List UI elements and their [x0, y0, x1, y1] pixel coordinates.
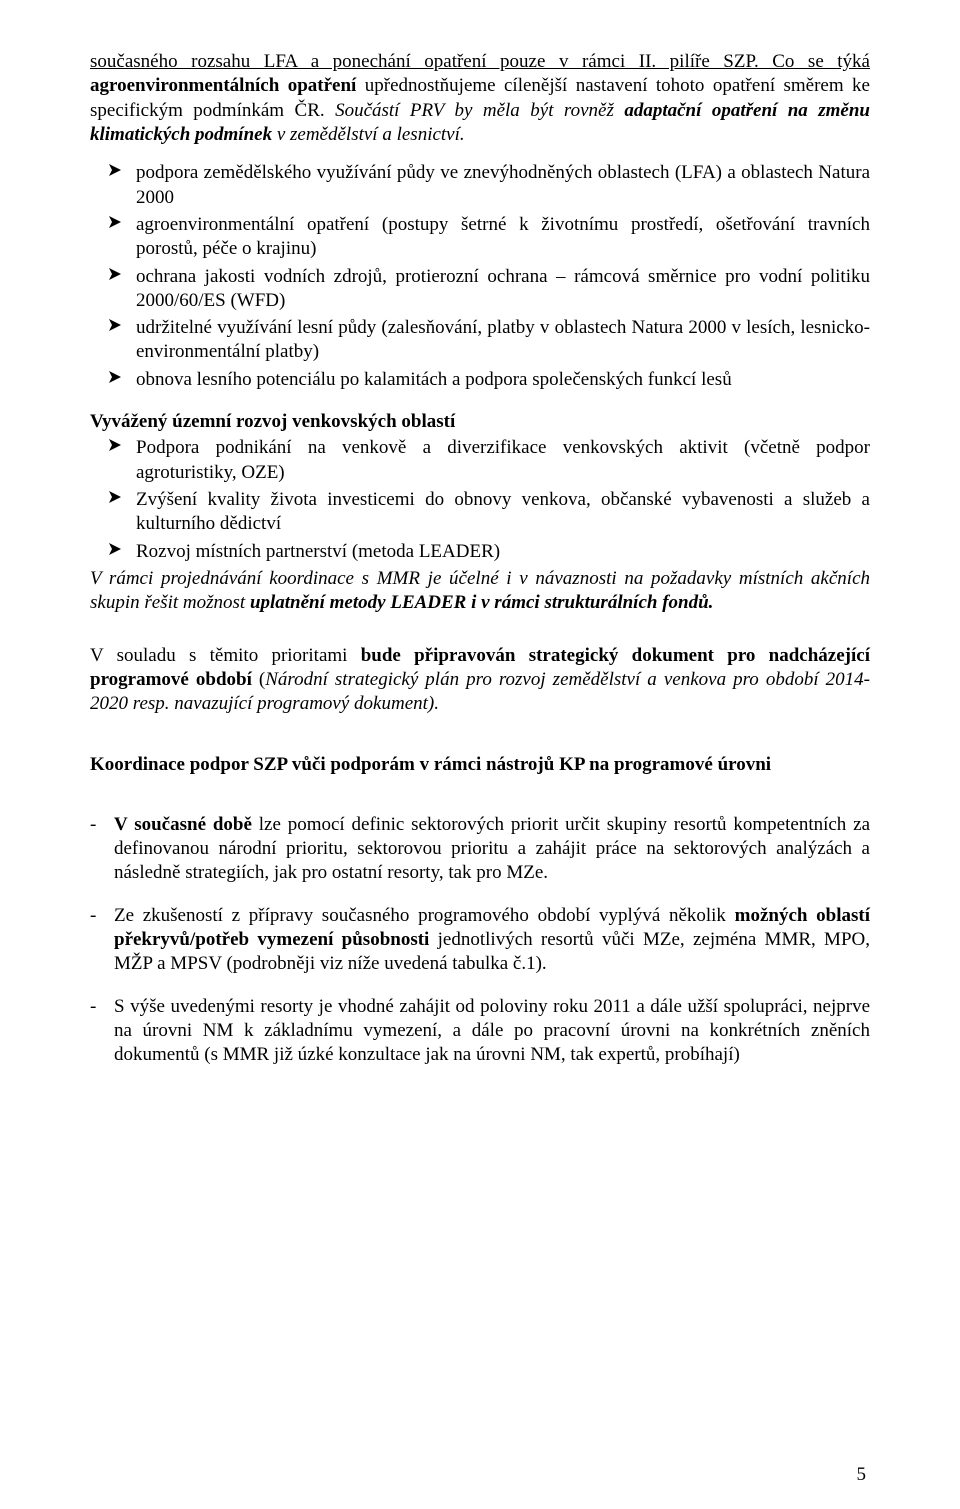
intro-seg2: agroenvironmentálních opatření: [90, 75, 356, 96]
list-item-text: obnova lesního potenciálu po kalamitách …: [136, 369, 732, 390]
dash-item: - V současné době lze pomocí definic sek…: [90, 813, 870, 886]
arrow-icon: [108, 318, 122, 332]
list-item-text: podpora zemědělského využívání půdy ve z…: [136, 162, 870, 207]
v-souladu-paragraph: V souladu s těmito prioritami bude připr…: [90, 644, 870, 717]
arrow-icon: [108, 542, 122, 556]
list-item: podpora zemědělského využívání půdy ve z…: [90, 161, 870, 210]
dash-list: - V současné době lze pomocí definic sek…: [90, 813, 870, 1068]
dash-item: - S výše uvedenými resorty je vhodné zah…: [90, 995, 870, 1068]
vsouladu-seg1: V souladu s těmito prioritami: [90, 645, 361, 666]
list-item: udržitelné využívání lesní půdy (zalesňo…: [90, 316, 870, 365]
list-item-text: agroenvironmentální opatření (postupy še…: [136, 214, 870, 259]
dash3-text: S výše uvedenými resorty je vhodné zaháj…: [114, 996, 870, 1066]
intro-paragraph: současného rozsahu LFA a ponechání opatř…: [90, 50, 870, 147]
list-item-text: Podpora podnikání na venkově a diverzifi…: [136, 437, 870, 482]
section2-para-seg2: uplatnění metody LEADER i v rámci strukt…: [250, 592, 713, 613]
dash-icon: -: [90, 813, 96, 837]
intro-seg1: současného rozsahu LFA a ponechání opatř…: [90, 51, 870, 72]
arrow-icon: [108, 490, 122, 504]
dash-icon: -: [90, 995, 96, 1019]
page-number: 5: [857, 1463, 867, 1487]
list-item: obnova lesního potenciálu po kalamitách …: [90, 368, 870, 392]
arrow-icon: [108, 163, 122, 177]
arrow-icon: [108, 370, 122, 384]
document-page: současného rozsahu LFA a ponechání opatř…: [0, 0, 960, 1509]
list-item-text: Rozvoj místních partnerství (metoda LEAD…: [136, 541, 500, 562]
section2-paragraph: V rámci projednávání koordinace s MMR je…: [90, 567, 870, 616]
list-item: ochrana jakosti vodních zdrojů, protiero…: [90, 265, 870, 314]
intro-seg4: Součástí PRV by měla být rovněž: [335, 100, 624, 121]
list-item-text: udržitelné využívání lesní půdy (zalesňo…: [136, 317, 870, 362]
bullet-list-1: podpora zemědělského využívání půdy ve z…: [90, 161, 870, 392]
arrow-icon: [108, 438, 122, 452]
dash2-seg1: Ze zkušeností z přípravy současného prog…: [114, 905, 735, 926]
list-item-text: Zvýšení kvality života investicemi do ob…: [136, 489, 870, 534]
bullet-list-2: Podpora podnikání na venkově a diverzifi…: [90, 436, 870, 564]
dash-item: - Ze zkušeností z přípravy současného pr…: [90, 904, 870, 977]
list-item: Rozvoj místních partnerství (metoda LEAD…: [90, 540, 870, 564]
dash-icon: -: [90, 904, 96, 928]
list-item: agroenvironmentální opatření (postupy še…: [90, 213, 870, 262]
list-item: Zvýšení kvality života investicemi do ob…: [90, 488, 870, 537]
list-item: Podpora podnikání na venkově a diverzifi…: [90, 436, 870, 485]
arrow-icon: [108, 215, 122, 229]
list-item-text: ochrana jakosti vodních zdrojů, protiero…: [136, 266, 870, 311]
intro-seg6: v zemědělství a lesnictví.: [272, 124, 465, 145]
dash1-seg1: V současné době: [114, 814, 252, 835]
koordinace-heading: Koordinace podpor SZP vůči podporám v rá…: [90, 753, 870, 777]
arrow-icon: [108, 267, 122, 281]
section2-title: Vyvážený územní rozvoj venkovských oblas…: [90, 410, 870, 434]
